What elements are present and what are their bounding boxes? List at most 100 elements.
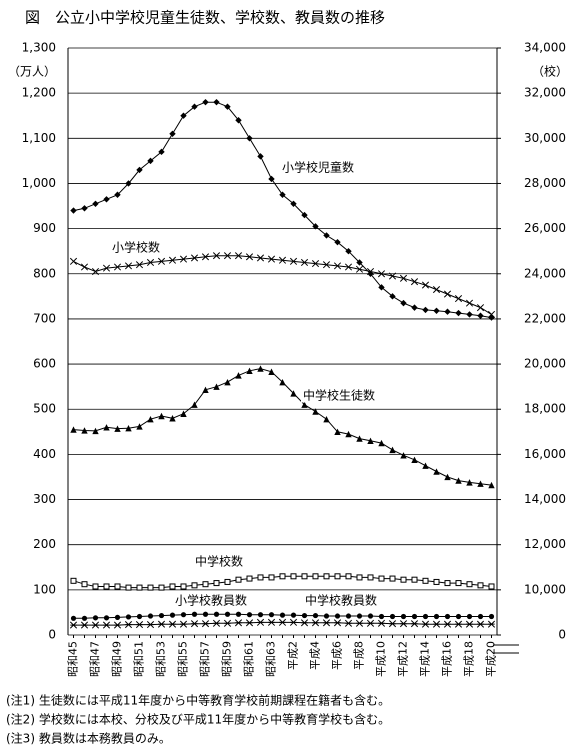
point bbox=[477, 480, 484, 487]
point bbox=[421, 620, 430, 628]
y2-tick-label: 26,000 bbox=[524, 221, 566, 235]
point bbox=[455, 580, 462, 587]
point bbox=[91, 267, 100, 276]
point bbox=[213, 580, 220, 587]
point bbox=[389, 575, 396, 582]
y-tick-label: 300 bbox=[33, 492, 56, 506]
y2-tick-label: 14,000 bbox=[524, 492, 566, 506]
point bbox=[267, 618, 276, 626]
point bbox=[113, 263, 122, 271]
point bbox=[312, 612, 319, 619]
point bbox=[190, 254, 199, 262]
point bbox=[113, 621, 122, 629]
point bbox=[465, 620, 474, 628]
point bbox=[213, 611, 220, 617]
point bbox=[301, 401, 308, 408]
point bbox=[202, 386, 209, 394]
point bbox=[70, 426, 77, 433]
point bbox=[202, 581, 209, 588]
point bbox=[488, 314, 495, 321]
point bbox=[300, 258, 309, 267]
x-tick-label: 昭和51 bbox=[133, 641, 146, 677]
point bbox=[311, 260, 320, 268]
point bbox=[146, 258, 155, 267]
point bbox=[234, 252, 243, 260]
point bbox=[256, 254, 265, 262]
y-tick-label: 900 bbox=[33, 221, 56, 235]
y2-tick-label: 30,000 bbox=[524, 131, 566, 145]
point bbox=[290, 390, 297, 397]
point bbox=[400, 613, 407, 620]
y2-tick-label: 32,000 bbox=[524, 86, 566, 100]
point bbox=[466, 613, 473, 620]
y2-tick-label: 34,000 bbox=[524, 41, 566, 55]
point bbox=[378, 439, 385, 447]
y-tick-label: 0 bbox=[48, 628, 56, 642]
y2-tick-label: 16,000 bbox=[524, 447, 566, 461]
point bbox=[389, 613, 396, 620]
point bbox=[136, 613, 143, 620]
point bbox=[411, 456, 418, 464]
point bbox=[136, 423, 143, 430]
point bbox=[92, 583, 99, 590]
point bbox=[267, 255, 276, 263]
point bbox=[301, 211, 308, 219]
point bbox=[224, 378, 231, 386]
point bbox=[125, 614, 132, 620]
point bbox=[356, 574, 363, 581]
point bbox=[388, 272, 397, 280]
point bbox=[487, 620, 496, 628]
series-label: 小学校数 bbox=[112, 240, 160, 255]
point bbox=[400, 299, 407, 307]
point bbox=[223, 619, 232, 627]
point bbox=[289, 257, 298, 265]
series-label-bg bbox=[280, 159, 357, 175]
point bbox=[224, 611, 231, 617]
x-tick-label: 平成16 bbox=[441, 641, 454, 677]
point bbox=[69, 257, 78, 265]
point bbox=[224, 578, 231, 585]
y2-tick-label: 22,000 bbox=[524, 311, 566, 325]
point bbox=[301, 573, 308, 580]
series-label-bg bbox=[110, 239, 163, 255]
point bbox=[246, 135, 253, 142]
point bbox=[257, 612, 264, 618]
point bbox=[201, 253, 210, 261]
series-label-bg bbox=[173, 592, 250, 608]
y-axis-unit: （万人） bbox=[8, 65, 56, 79]
series-label-bg bbox=[193, 553, 246, 569]
point bbox=[399, 274, 408, 282]
point bbox=[378, 613, 385, 620]
x-tick-label: 昭和53 bbox=[155, 641, 168, 677]
point bbox=[290, 573, 297, 580]
point bbox=[333, 619, 342, 627]
y-tick-label: 1,100 bbox=[22, 131, 56, 145]
point bbox=[180, 583, 187, 590]
point bbox=[433, 468, 440, 475]
point bbox=[488, 613, 495, 620]
x-tick-label: 昭和47 bbox=[89, 641, 102, 677]
y-tick-label: 700 bbox=[33, 311, 56, 325]
point bbox=[81, 205, 88, 212]
point bbox=[355, 265, 364, 273]
point bbox=[356, 259, 363, 266]
x-tick-label: 平成10 bbox=[375, 641, 388, 677]
series-label: 小学校教員数 bbox=[175, 593, 247, 608]
y-tick-label: 1,300 bbox=[22, 41, 56, 55]
point bbox=[235, 117, 242, 124]
point bbox=[81, 581, 88, 588]
x-tick-label: 昭和45 bbox=[67, 641, 80, 677]
point bbox=[476, 304, 485, 312]
point bbox=[245, 253, 254, 261]
x-tick-label: 平成20 bbox=[485, 641, 498, 677]
series-label: 中学校数 bbox=[195, 554, 243, 569]
point bbox=[91, 621, 100, 629]
point bbox=[103, 196, 110, 203]
point bbox=[345, 573, 352, 580]
y-tick-label: 200 bbox=[33, 537, 56, 551]
point bbox=[125, 584, 132, 591]
point bbox=[367, 574, 374, 581]
point bbox=[223, 252, 232, 260]
point bbox=[168, 256, 177, 264]
point bbox=[92, 200, 99, 207]
